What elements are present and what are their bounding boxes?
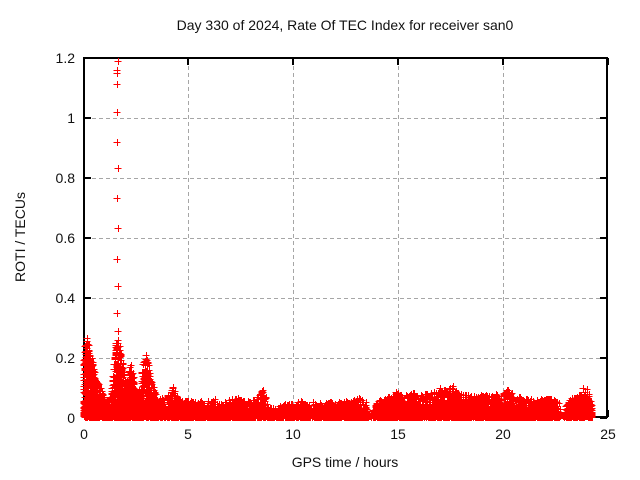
y-tick-label: 1.2 xyxy=(55,50,75,66)
x-axis-label: GPS time / hours xyxy=(291,454,399,470)
y-tick-label: 0.8 xyxy=(55,170,75,186)
y-tick-label: 0.4 xyxy=(55,290,75,306)
grid-lines xyxy=(85,59,606,416)
x-tick-label: 0 xyxy=(80,426,88,442)
y-tick-label: 0.6 xyxy=(55,230,75,246)
plot-border xyxy=(83,57,608,418)
y-tick-label: 0 xyxy=(67,410,75,426)
x-tick-label: 5 xyxy=(184,426,192,442)
x-tick-label: 15 xyxy=(390,426,406,442)
x-tick-label: 10 xyxy=(285,426,301,442)
x-tick-label: 20 xyxy=(495,426,511,442)
x-tick-label: 25 xyxy=(600,426,616,442)
y-tick-label: 1 xyxy=(67,110,75,126)
chart-title: Day 330 of 2024, Rate Of TEC Index for r… xyxy=(176,17,514,33)
data-points xyxy=(80,58,596,421)
y-tick-label: 0.2 xyxy=(55,350,75,366)
